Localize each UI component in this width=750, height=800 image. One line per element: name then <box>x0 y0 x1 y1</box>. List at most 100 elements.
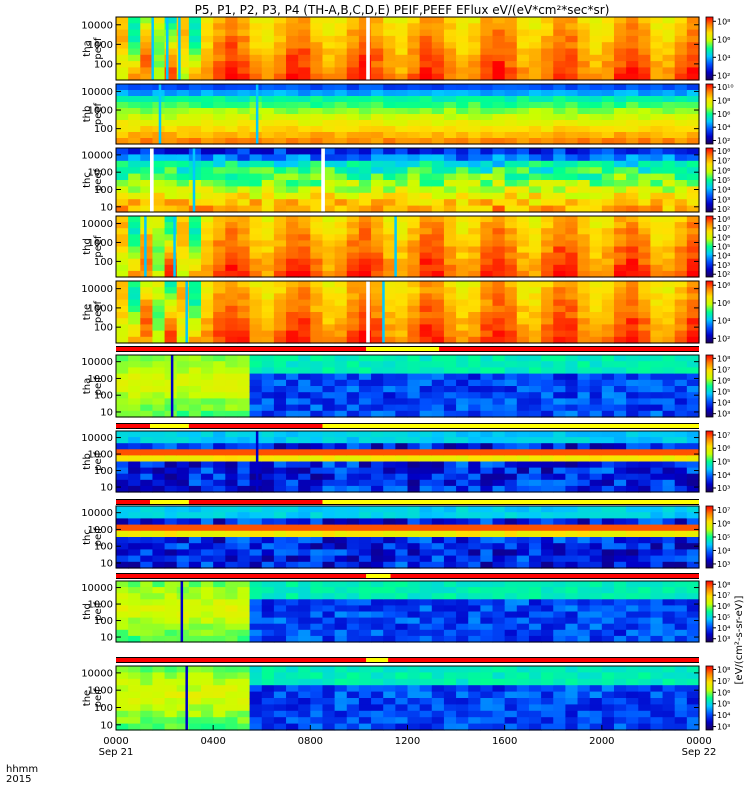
heatmap-cell <box>213 717 226 725</box>
heatmap-cell <box>286 108 299 115</box>
heatmap-cell <box>237 270 251 278</box>
heatmap-cell <box>541 543 554 550</box>
heatmap-cell <box>553 35 566 43</box>
heatmap-cell <box>686 373 700 381</box>
heatmap-cell <box>613 35 627 43</box>
heatmap-cell <box>443 67 457 75</box>
heatmap-cell <box>371 367 384 375</box>
heatmap-cell <box>419 379 433 387</box>
heatmap-cell <box>334 587 348 594</box>
heatmap-cell <box>395 102 409 109</box>
heatmap-cell <box>128 543 141 550</box>
heatmap-cell <box>650 154 664 162</box>
heatmap-cell <box>577 54 591 62</box>
heatmap-cell <box>650 461 664 469</box>
heatmap-cell <box>201 685 214 693</box>
heatmap-cell <box>188 404 202 412</box>
heatmap-cell <box>589 704 603 712</box>
heatmap-cell <box>237 666 251 673</box>
heatmap-cell <box>152 173 166 181</box>
heatmap-cell <box>662 246 676 254</box>
heatmap-cell <box>480 549 494 557</box>
heatmap-cell <box>431 84 445 91</box>
heatmap-cell <box>322 192 336 200</box>
heatmap-cell <box>310 485 324 493</box>
heatmap-cell <box>358 67 372 75</box>
heatmap-cell <box>577 84 591 91</box>
heatmap-cell <box>577 318 591 325</box>
heatmap-cell <box>140 455 154 463</box>
heatmap-cell <box>431 240 445 248</box>
heatmap-cell <box>310 126 324 133</box>
heatmap-cell <box>674 252 688 260</box>
heatmap-cell <box>492 132 506 139</box>
heatmap-cell <box>456 96 469 103</box>
heatmap-cell <box>504 138 518 145</box>
heatmap-cell <box>310 108 324 115</box>
heatmap-cell <box>140 54 154 62</box>
heatmap-cell <box>443 704 457 712</box>
heatmap-cell <box>686 246 700 254</box>
heatmap-cell <box>431 561 445 569</box>
heatmap-cell <box>358 398 372 406</box>
heatmap-cell <box>638 373 652 381</box>
heatmap-cell <box>213 324 226 332</box>
heatmap-cell <box>565 443 579 450</box>
heatmap-cell <box>213 84 226 91</box>
heatmap-cell <box>201 336 214 344</box>
heatmap-cell <box>419 132 433 139</box>
heatmap-cell <box>188 126 202 133</box>
heatmap-cell <box>662 114 676 121</box>
heatmap-cell <box>528 246 542 254</box>
heatmap-cell <box>358 154 372 162</box>
heatmap-cell <box>686 264 700 272</box>
heatmap-cell <box>443 154 457 162</box>
heatmap-cell <box>638 23 652 31</box>
heatmap-cell <box>589 449 603 456</box>
colorbar-tick-label: 10³ <box>717 261 730 270</box>
heatmap-cell <box>686 605 700 613</box>
heatmap-cell <box>516 611 530 619</box>
heatmap-cell <box>431 293 445 301</box>
heatmap-cell <box>237 623 251 631</box>
heatmap-cell <box>237 549 251 557</box>
panel-label-product: peef <box>93 37 104 60</box>
heatmap-cell <box>395 398 409 406</box>
heatmap-cell <box>164 120 178 127</box>
heatmap-cell <box>504 132 518 139</box>
heatmap-cell <box>201 324 214 332</box>
heatmap-cell <box>358 281 372 288</box>
heatmap-cell <box>225 29 239 37</box>
heatmap-cell <box>188 199 202 207</box>
heatmap-cell <box>237 299 251 307</box>
heatmap-cell <box>371 17 384 24</box>
heatmap-cell <box>152 299 166 307</box>
heatmap-cell <box>261 398 275 406</box>
heatmap-cell <box>516 293 530 301</box>
heatmap-cell <box>128 449 141 456</box>
heatmap-cell <box>116 258 129 266</box>
heatmap-cell <box>152 192 166 200</box>
heatmap-cell <box>553 186 566 194</box>
heatmap-cell <box>383 410 396 418</box>
heatmap-cell <box>601 67 615 75</box>
heatmap-cell <box>686 17 700 24</box>
heatmap-cell <box>213 96 226 103</box>
heatmap-cell <box>358 455 372 463</box>
heatmap-cell <box>298 167 311 175</box>
heatmap-cell <box>456 587 469 594</box>
colorbar-tick-label: 10⁵ <box>717 243 730 252</box>
heatmap-cell <box>371 293 384 301</box>
heatmap-cell <box>237 318 251 325</box>
heatmap-cell <box>407 379 421 387</box>
heatmap-cell <box>650 373 664 381</box>
heatmap-cell <box>201 205 214 213</box>
heatmap-cell <box>201 148 214 155</box>
heatmap-cell <box>334 305 348 313</box>
heatmap-cell <box>686 549 700 557</box>
heatmap-cell <box>577 506 591 513</box>
heatmap-cell <box>358 17 372 24</box>
heatmap-cell <box>431 35 445 43</box>
